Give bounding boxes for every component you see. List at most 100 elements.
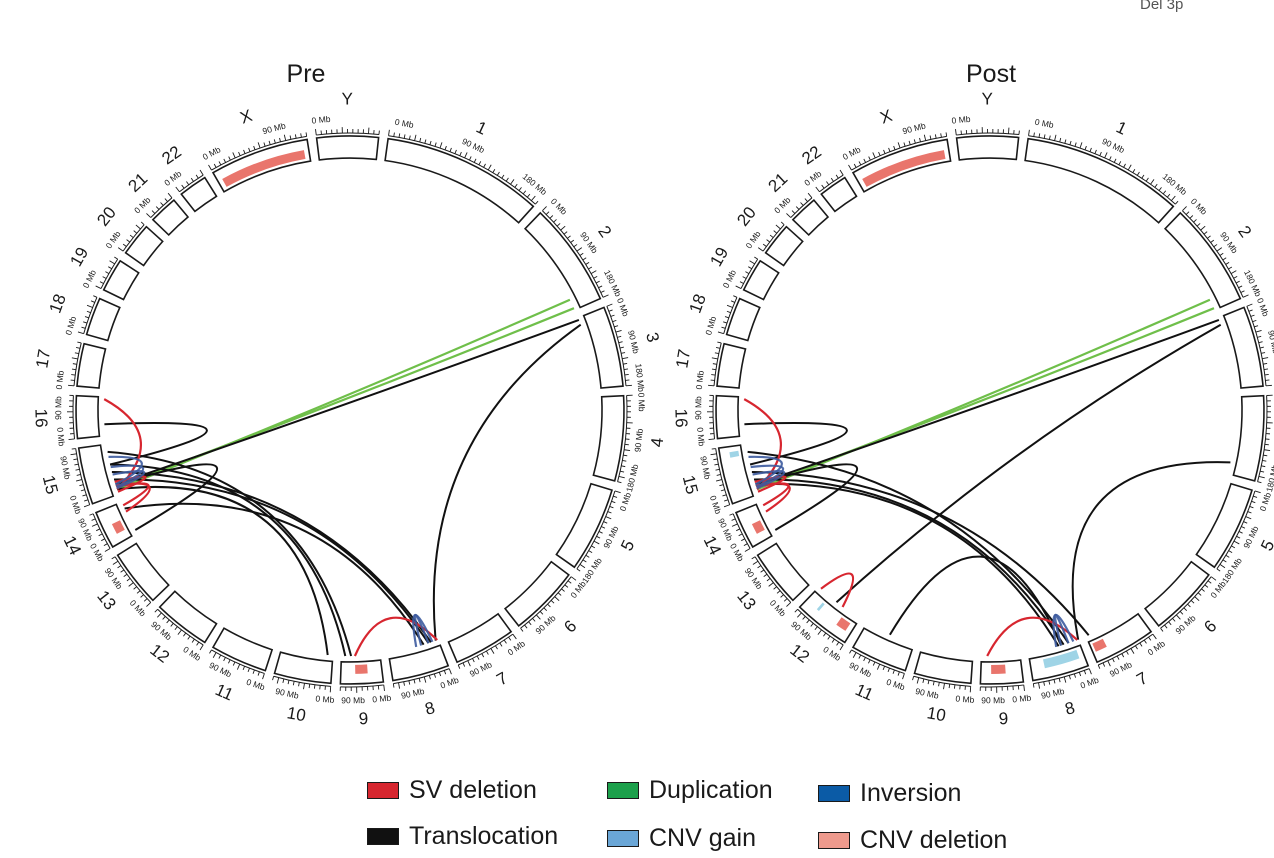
axis-tick: [524, 624, 528, 629]
axis-tick: [522, 190, 527, 195]
axis-tick: [744, 548, 751, 552]
axis-tick: [780, 594, 784, 598]
axis-tick: [602, 294, 609, 298]
tick-label: 90 Mb: [460, 136, 486, 155]
axis-tick: [91, 523, 98, 527]
axis-tick: [1254, 490, 1261, 494]
axis-tick: [104, 548, 111, 552]
axis-tick: [1240, 290, 1245, 293]
axis-tick: [849, 649, 852, 654]
sv-link-translocation: [432, 323, 582, 641]
chromosome-axis: [211, 649, 265, 674]
chromosome-name: 13: [93, 587, 120, 614]
axis-tick: [140, 221, 145, 225]
axis-tick: [117, 247, 124, 252]
chromosome-name: 1: [1113, 118, 1130, 139]
axis-tick: [1048, 680, 1051, 685]
axis-tick: [71, 357, 78, 360]
chromosome-name: 14: [700, 533, 725, 558]
panel-title: Pre: [287, 60, 326, 88]
chromosome-axis: [980, 684, 1024, 688]
axis-tick: [1261, 465, 1266, 468]
chromosome-axis: [75, 448, 91, 505]
cnv-segment-cnv-deletion-x: [222, 150, 306, 187]
axis-tick: [1187, 603, 1191, 608]
tick-label: 0 Mb: [743, 229, 762, 250]
axis-tick: [621, 352, 626, 354]
axis-tick: [74, 352, 79, 355]
chromosome-block: [1232, 394, 1265, 482]
chromosome-block: [211, 627, 274, 672]
axis-tick: [1259, 346, 1264, 349]
axis-tick: [72, 363, 77, 365]
sv-link-translocation: [110, 463, 347, 657]
axis-tick: [716, 474, 721, 476]
tick-label: 0 Mb: [63, 315, 78, 336]
axis-tick: [199, 644, 204, 651]
tick-label: 90 Mb: [789, 619, 814, 642]
chromosome-name: 17: [32, 348, 54, 370]
chromosome-name: 4: [647, 437, 667, 448]
chromosome-block: [77, 444, 115, 505]
chromosome-axis: [1246, 306, 1267, 386]
axis-tick: [1261, 352, 1266, 354]
axis-tick: [1242, 294, 1249, 298]
chromosome-axis: [388, 135, 536, 205]
axis-tick: [739, 281, 744, 284]
axis-tick: [621, 465, 626, 468]
axis-tick: [1231, 545, 1236, 549]
chromosome-axis: [458, 633, 514, 666]
axis-tick: [940, 133, 942, 138]
axis-tick: [279, 137, 281, 142]
axis-tick: [126, 239, 131, 243]
axis-tick: [769, 234, 774, 238]
axis-tick: [573, 244, 578, 248]
axis-tick: [839, 169, 844, 176]
axis-tick: [303, 683, 305, 690]
chromosome-block: [1087, 612, 1153, 664]
axis-tick: [535, 200, 539, 205]
axis-tick: [603, 521, 608, 524]
tick-label: 90 Mb: [693, 396, 703, 420]
axis-tick: [1238, 285, 1243, 289]
axis-tick: [593, 540, 600, 545]
axis-tick: [1201, 588, 1205, 592]
axis-tick: [945, 132, 948, 137]
axis-tick: [1235, 280, 1240, 284]
axis-tick: [582, 559, 587, 563]
axis-tick: [1189, 215, 1194, 219]
axis-tick: [218, 654, 222, 659]
axis-tick: [1145, 177, 1149, 182]
axis-tick: [146, 602, 152, 607]
axis-tick: [619, 346, 624, 349]
chromosome-name: 18: [46, 291, 70, 315]
axis-tick: [71, 374, 76, 376]
axis-tick: [83, 321, 88, 324]
chromosome-block: [1024, 137, 1175, 224]
axis-tick: [1257, 481, 1262, 484]
axis-tick: [723, 321, 728, 324]
axis-tick: [1176, 614, 1181, 620]
axis-tick: [469, 156, 472, 161]
axis-tick: [878, 151, 881, 156]
tick-label: 90 Mb: [149, 619, 174, 642]
chromosome-name: 20: [733, 203, 760, 230]
axis-tick: [827, 635, 831, 640]
chromosome-axis: [754, 556, 792, 603]
axis-tick: [715, 479, 722, 482]
chromosome-block: [102, 259, 140, 301]
axis-tick: [1250, 314, 1255, 317]
chromosome-name: 1: [473, 118, 490, 139]
axis-tick: [101, 538, 105, 542]
axis-tick: [273, 139, 276, 144]
axis-tick: [117, 565, 122, 569]
chromosome-axis: [576, 490, 616, 570]
tick-label: 0 Mb: [1012, 692, 1032, 704]
axis-tick: [478, 161, 482, 166]
axis-tick: [133, 586, 137, 590]
tick-label: 0 Mb: [68, 494, 84, 515]
chromosome-name: 11: [212, 680, 236, 705]
chromosome-axis: [150, 197, 173, 218]
